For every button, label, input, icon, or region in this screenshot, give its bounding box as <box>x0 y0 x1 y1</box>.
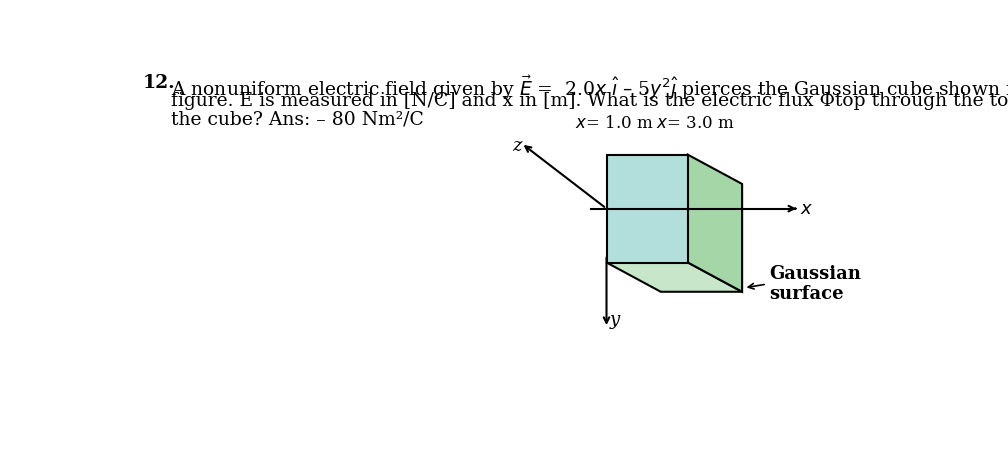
Text: the cube? Ans: – 80 Nm²/C: the cube? Ans: – 80 Nm²/C <box>171 111 423 129</box>
Text: y: y <box>610 312 620 329</box>
Text: figure. E is measured in [N/C] and x in [m]. What is the electric flux Φtop thro: figure. E is measured in [N/C] and x in … <box>171 92 1008 110</box>
Polygon shape <box>607 155 687 263</box>
Text: 12.: 12. <box>143 74 175 92</box>
Polygon shape <box>687 155 742 292</box>
Polygon shape <box>607 263 742 292</box>
Text: Gaussian
surface: Gaussian surface <box>769 265 861 303</box>
Text: $x$= 3.0 m: $x$= 3.0 m <box>656 115 735 131</box>
Text: $x$= 1.0 m: $x$= 1.0 m <box>575 115 653 131</box>
Text: z: z <box>513 137 522 155</box>
Text: A nonuniform electric field given by $\vec{E}$ =  2.0$x$ $\hat{\imath}$ – 5$y^2$: A nonuniform electric field given by $\v… <box>171 74 1008 102</box>
Text: $x$: $x$ <box>800 200 813 217</box>
